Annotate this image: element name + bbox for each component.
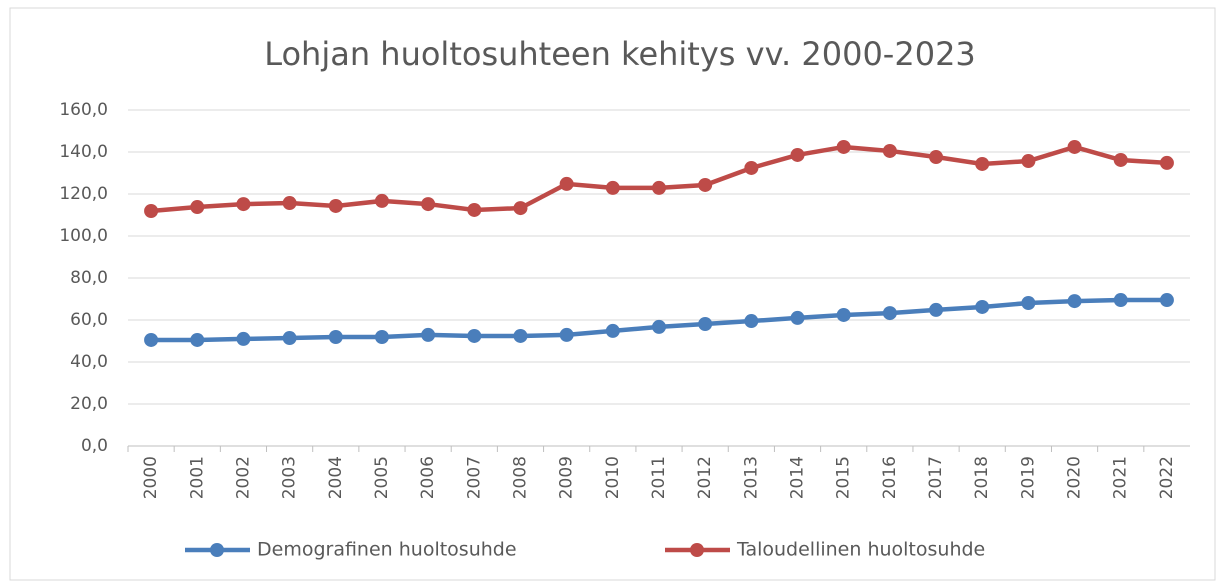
point [467, 202, 482, 217]
point [559, 176, 574, 191]
point [144, 204, 159, 219]
point [1113, 152, 1128, 167]
chart-border [9, 7, 1216, 581]
point [652, 319, 666, 334]
point [975, 299, 990, 314]
point [836, 139, 851, 154]
y-tick-label: 60,0 [70, 310, 108, 330]
point [282, 196, 297, 211]
point [559, 327, 574, 342]
point [605, 180, 620, 195]
x-tick-label: 2012 [695, 456, 715, 499]
legend-label: Demografinen huoltosuhde [257, 539, 517, 561]
point [744, 314, 759, 329]
legend-marker [210, 543, 224, 557]
point [652, 180, 666, 195]
x-tick-label: 2003 [280, 456, 300, 499]
legend-marker [690, 543, 704, 557]
x-tick-label: 2011 [649, 456, 669, 499]
x-tick-label: 2010 [603, 456, 623, 499]
point [790, 147, 805, 162]
x-tick-label: 2000 [141, 456, 161, 499]
point [328, 198, 343, 213]
x-tick-label: 2021 [1111, 456, 1131, 499]
point [236, 197, 251, 212]
point [1021, 154, 1036, 169]
point [882, 306, 897, 321]
point [605, 323, 620, 338]
point [190, 332, 205, 347]
y-tick-label: 140,0 [59, 142, 108, 162]
point [282, 331, 297, 346]
point [1113, 293, 1128, 308]
point [421, 327, 436, 342]
point [144, 332, 159, 347]
point [698, 177, 713, 192]
point [744, 160, 759, 175]
point [374, 193, 389, 208]
point [1067, 139, 1082, 154]
x-tick-label: 2013 [741, 456, 761, 499]
y-tick-label: 120,0 [59, 184, 108, 204]
x-tick-label: 2007 [464, 456, 484, 499]
x-tick-label: 2022 [1157, 456, 1177, 499]
point [1159, 293, 1174, 308]
x-tick-label: 2009 [557, 456, 577, 499]
point [929, 302, 944, 317]
point [513, 328, 528, 343]
point [975, 156, 990, 171]
x-tick-label: 2008 [510, 456, 530, 499]
y-tick-label: 40,0 [70, 352, 108, 372]
x-tick-label: 2015 [834, 456, 854, 499]
x-tick-label: 2019 [1018, 456, 1038, 499]
y-tick-label: 20,0 [70, 394, 108, 414]
point [929, 150, 944, 165]
x-tick-label: 2017 [926, 456, 946, 499]
point [467, 328, 482, 343]
y-tick-label: 0,0 [81, 436, 108, 456]
point [374, 330, 389, 345]
point [421, 197, 436, 212]
x-tick-label: 2004 [326, 456, 346, 499]
x-tick-label: 2014 [788, 456, 808, 499]
point [513, 201, 528, 216]
y-tick-label: 160,0 [59, 100, 108, 120]
chart-title: Lohjan huoltosuhteen kehitys vv. 2000-20… [264, 35, 976, 73]
point [1021, 295, 1036, 310]
point [1159, 155, 1174, 170]
point [698, 316, 713, 331]
point [236, 331, 251, 346]
y-tick-label: 100,0 [59, 226, 108, 246]
point [1067, 294, 1082, 309]
point [190, 200, 205, 215]
legend-label: Taloudellinen huoltosuhde [736, 539, 985, 561]
x-tick-label: 2002 [233, 456, 253, 499]
x-tick-label: 2005 [372, 456, 392, 499]
x-tick-label: 2018 [972, 456, 992, 499]
x-tick-label: 2016 [880, 456, 900, 499]
x-tick-label: 2006 [418, 456, 438, 499]
point [836, 307, 851, 322]
x-tick-label: 2020 [1065, 456, 1085, 499]
y-tick-label: 80,0 [70, 268, 108, 288]
x-tick-label: 2001 [187, 456, 207, 499]
point [328, 330, 343, 345]
point [790, 310, 805, 325]
point [882, 143, 897, 158]
